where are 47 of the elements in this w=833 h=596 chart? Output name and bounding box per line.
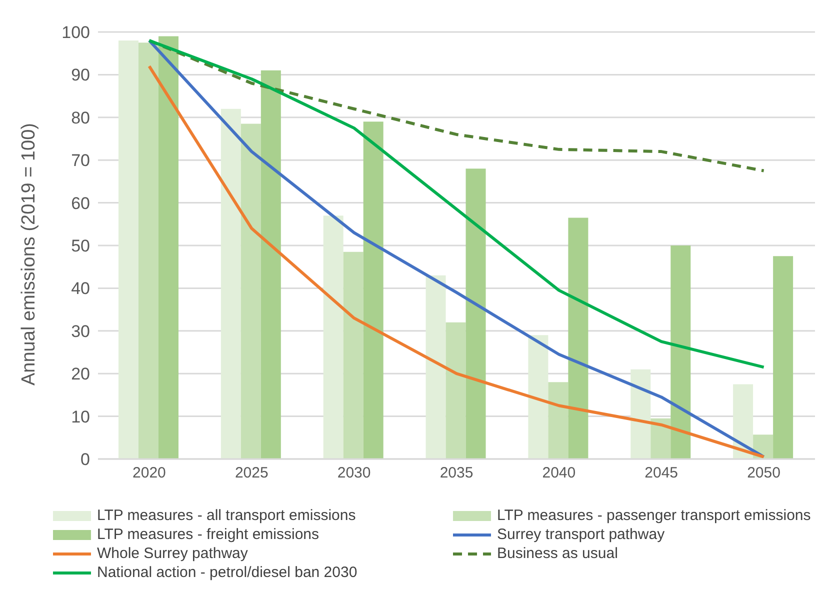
x-tick-label: 2040 [542,464,576,482]
bar [670,246,691,459]
bar [528,335,548,459]
bar [466,168,486,459]
legend-label: Whole Surrey pathway [97,545,248,562]
y-tick-label: 20 [71,364,90,384]
bar [630,369,651,459]
bar [343,252,364,459]
legend-label: LTP measures - freight emissions [97,526,320,543]
legend-label: Business as usual [497,545,618,562]
x-tick-label: 2020 [132,464,166,482]
legend-label: National action - petrol/diesel ban 2030 [97,564,358,581]
y-tick-label: 40 [71,279,90,298]
bar [240,124,261,459]
bar [650,418,671,459]
x-tick-label: 2030 [337,464,371,482]
bar [323,216,344,459]
y-tick-label: 10 [71,407,90,426]
x-tick-label: 2025 [234,464,268,482]
bar [773,256,794,459]
legend-label: LTP measures - all transport emissions [97,507,356,524]
y-tick-label: 90 [71,66,90,85]
bar [158,36,178,459]
y-axis-title: Annual emissions (2019 = 100) [18,123,40,386]
y-tick-label: 70 [71,151,90,170]
bar [363,122,384,459]
bar [568,218,588,459]
y-tick-label: 100 [62,23,90,42]
bar [118,40,138,459]
bar [426,275,446,459]
bar [260,70,281,459]
bar [220,108,241,459]
y-tick-label: 30 [71,322,90,341]
y-tick-label: 80 [71,108,90,128]
y-tick-label: 50 [71,236,90,256]
y-tick-label: 60 [71,194,90,213]
bar [138,42,158,459]
legend-label: LTP measures - passenger transport emissions [497,507,811,524]
x-tick-label: 2050 [747,464,780,482]
x-tick-label: 2045 [644,464,678,482]
bar [446,322,466,459]
x-tick-label: 2035 [440,464,474,482]
line-series [148,39,766,369]
bar [733,384,754,459]
bar [548,382,568,459]
legend-label: Surrey transport pathway [497,526,665,543]
y-tick-label: 0 [80,450,90,470]
